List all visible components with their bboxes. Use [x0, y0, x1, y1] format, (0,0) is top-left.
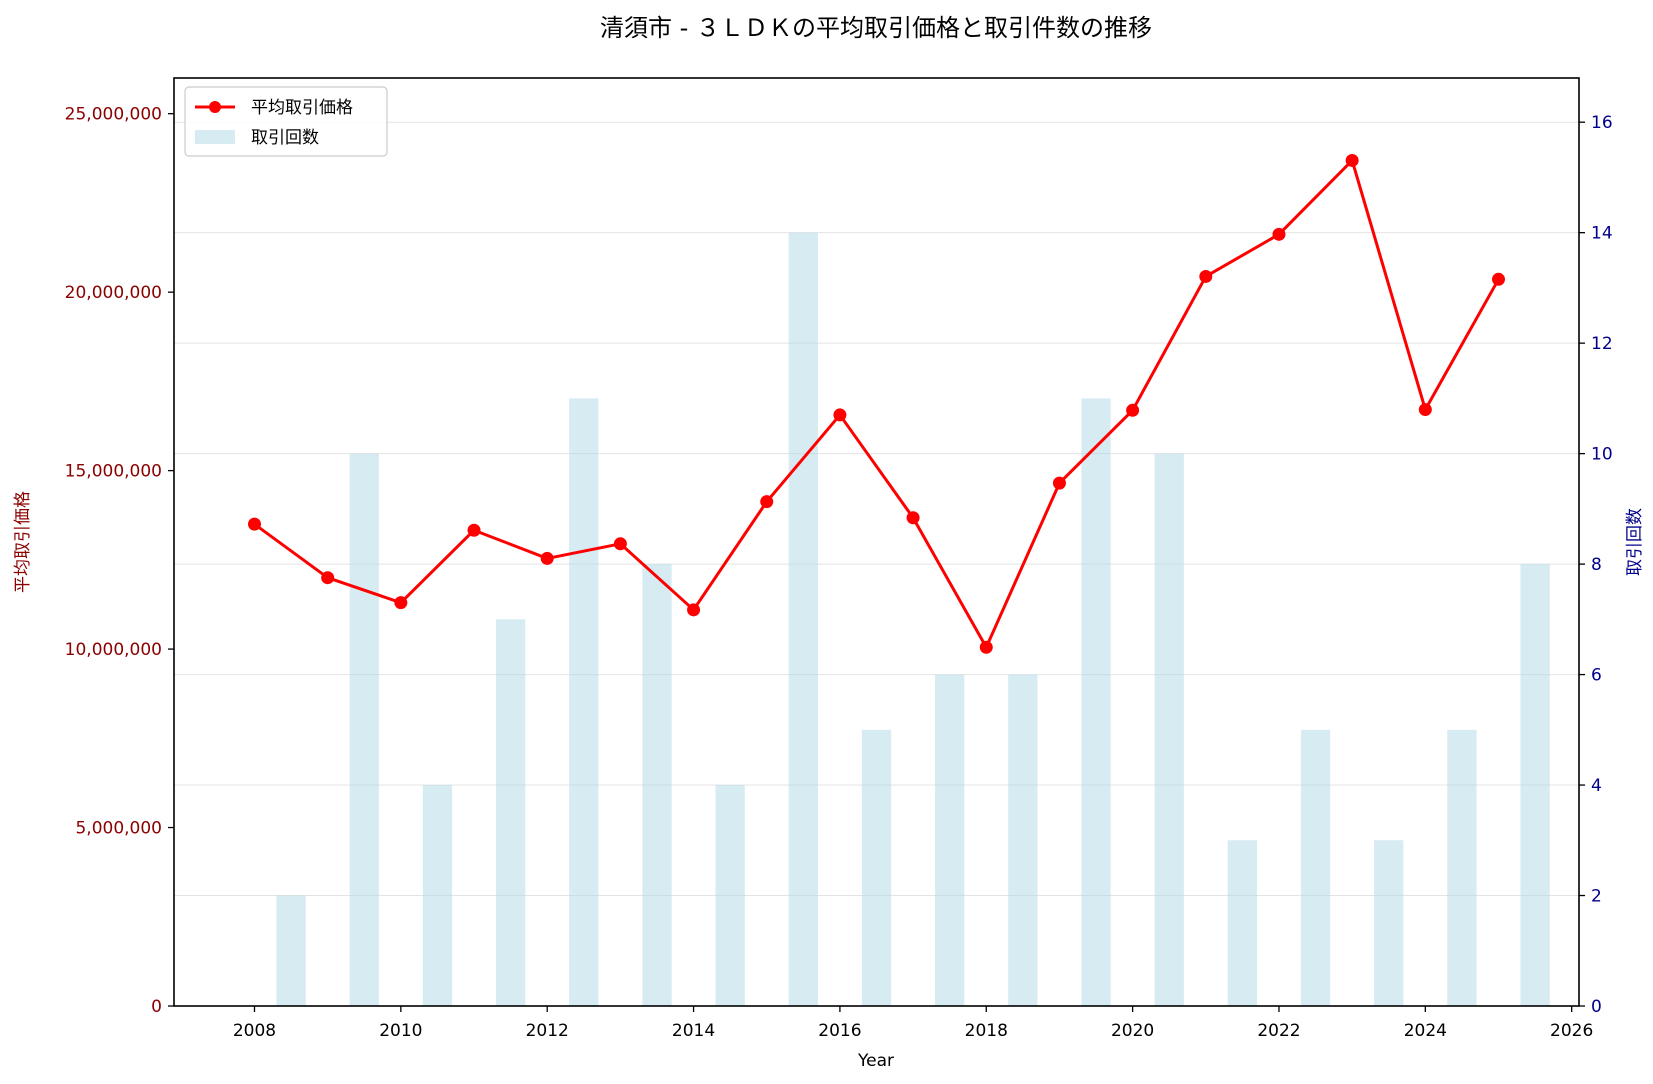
- bar-2014: [715, 785, 745, 1006]
- x-tick-label-2016: 2016: [818, 1021, 861, 1041]
- bar-2010: [422, 785, 453, 1006]
- y-right-tick-label-3: 6: [1591, 666, 1602, 686]
- price-point-2021: [1199, 269, 1213, 283]
- price-point-2022: [1272, 227, 1286, 241]
- bar-2023: [1374, 840, 1404, 1006]
- price-point-2020: [1126, 403, 1140, 417]
- x-tick-label-2026: 2026: [1550, 1021, 1593, 1041]
- legend-label-price: 平均取引価格: [251, 98, 353, 118]
- x-tick-label-2022: 2022: [1257, 1021, 1300, 1041]
- x-tick-label-2018: 2018: [965, 1021, 1008, 1041]
- price-point-2011: [467, 523, 481, 537]
- y-right-tick-label-7: 14: [1591, 224, 1613, 244]
- grid-lines: [174, 121, 1579, 897]
- bar-2013: [642, 564, 672, 1006]
- price-point-2018: [979, 640, 993, 654]
- price-point-2023: [1345, 153, 1359, 167]
- price-point-2019: [1052, 476, 1066, 490]
- y-right-tick-label-1: 2: [1591, 887, 1602, 907]
- x-tick-label-2014: 2014: [672, 1021, 715, 1041]
- plot-frame: [173, 77, 1580, 1007]
- price-point-2009: [321, 571, 335, 585]
- price-line: [253, 158, 1500, 649]
- bar-2020: [1154, 453, 1184, 1007]
- price-point-2008: [247, 517, 261, 531]
- line-series: [247, 153, 1506, 654]
- bar-2015: [788, 232, 818, 1006]
- y-left-axis-label: 平均取引価格: [13, 491, 33, 593]
- bar-2025: [1520, 564, 1550, 1006]
- bar-2017: [935, 674, 965, 1006]
- x-tick-label-2010: 2010: [379, 1021, 422, 1041]
- legend-line-marker: [209, 101, 221, 113]
- y-left-tick-label-4: 20,000,000: [65, 283, 162, 303]
- y-left-tick-label-3: 15,000,000: [65, 462, 162, 482]
- y-right-tick-label-5: 10: [1591, 445, 1613, 465]
- bar-2012: [569, 398, 599, 1006]
- bar-series: [276, 232, 1550, 1007]
- legend-label-count: 取引回数: [251, 128, 319, 148]
- y-left-tick-label-0: 0: [151, 997, 162, 1017]
- bar-2008: [276, 895, 306, 1006]
- y-right-tick-label-0: 0: [1591, 997, 1602, 1017]
- price-point-2013: [613, 537, 627, 551]
- legend: 平均取引価格 取引回数: [184, 86, 388, 157]
- legend-bar-swatch: [195, 130, 235, 144]
- y-right-axis-label: 取引回数: [1625, 508, 1645, 576]
- y-right-axis-ticks: 0 2 4 6 8 10 12 14 16: [1579, 113, 1613, 1017]
- x-tick-label-2020: 2020: [1111, 1021, 1154, 1041]
- price-point-2010: [394, 596, 408, 610]
- price-point-2017: [906, 511, 920, 525]
- bar-2016: [861, 729, 892, 1006]
- legend-box: [184, 86, 388, 157]
- y-right-tick-label-2: 4: [1591, 776, 1602, 796]
- y-left-tick-label-1: 5,000,000: [75, 819, 162, 839]
- x-axis-label: Year: [857, 1051, 894, 1071]
- bar-2024: [1447, 729, 1477, 1006]
- bar-2018: [1008, 674, 1038, 1006]
- chart-title: 清須市 - ３ＬＤＫの平均取引価格と取引件数の推移: [600, 14, 1152, 42]
- x-tick-label-2024: 2024: [1404, 1021, 1447, 1041]
- price-point-2024: [1418, 403, 1432, 417]
- x-tick-label-2012: 2012: [526, 1021, 569, 1041]
- bar-2019: [1081, 398, 1111, 1006]
- price-point-2014: [687, 603, 701, 617]
- bar-2021: [1227, 840, 1258, 1006]
- price-point-2016: [833, 408, 847, 422]
- price-point-2025: [1492, 272, 1506, 286]
- bar-2009: [349, 453, 379, 1007]
- x-tick-label-2008: 2008: [233, 1021, 276, 1041]
- y-right-tick-label-6: 12: [1591, 334, 1613, 354]
- y-right-tick-label-8: 16: [1591, 113, 1613, 133]
- price-point-2012: [540, 551, 554, 565]
- y-left-axis-ticks: 0 5,000,000 10,000,000 15,000,000 20,000,000…: [65, 105, 174, 1017]
- y-left-tick-label-5: 25,000,000: [65, 105, 162, 125]
- bar-2011: [495, 619, 526, 1006]
- x-axis-ticks: 2008 2010 2012 2014 2016 2018 2020 2022 2024 2026: [233, 1006, 1593, 1041]
- y-left-tick-label-2: 10,000,000: [65, 640, 162, 660]
- bar-2022: [1300, 729, 1331, 1006]
- price-point-2015: [760, 495, 774, 509]
- y-right-tick-label-4: 8: [1591, 555, 1602, 575]
